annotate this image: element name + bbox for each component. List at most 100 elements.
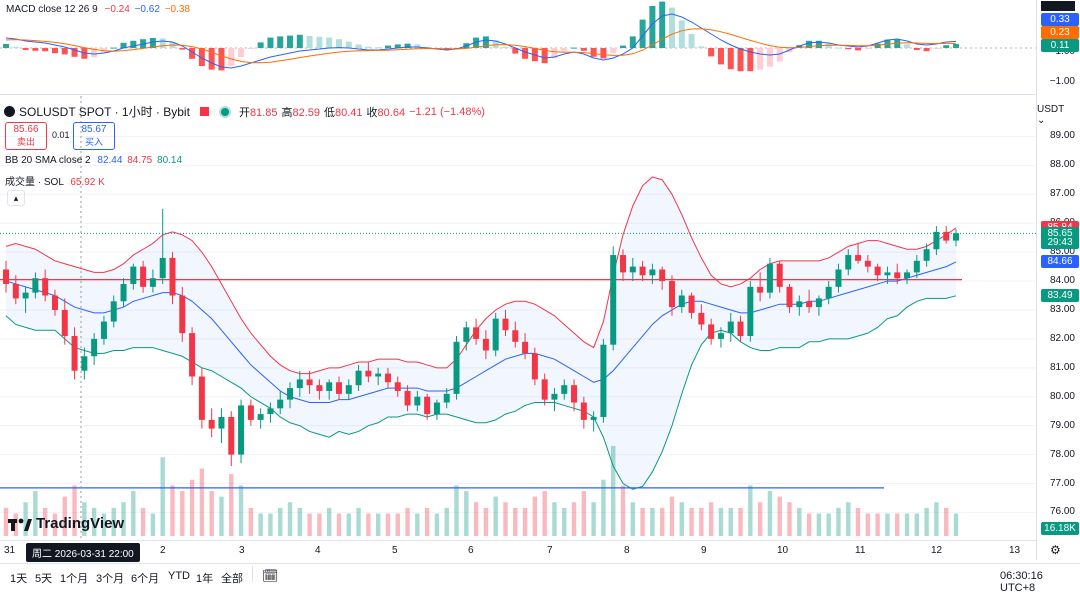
price-tick-label: 82.00 xyxy=(1049,332,1075,344)
volume-bar xyxy=(82,502,87,536)
volume-bar xyxy=(268,513,273,536)
macd-legend: MACD close 12 26 9 −0.24 −0.62 −0.38 xyxy=(6,4,190,15)
macd-histogram-bar xyxy=(953,44,959,48)
range-ytd[interactable]: YTD xyxy=(168,570,190,582)
macd-histogram-bar xyxy=(864,48,871,49)
macd-histogram-bar xyxy=(610,48,617,54)
candle-body xyxy=(492,318,499,351)
macd-histogram-bar xyxy=(512,48,519,54)
macd-histogram-bar xyxy=(61,48,68,55)
spread-value: 0.01 xyxy=(52,130,70,140)
macd-histogram-bar xyxy=(796,45,803,48)
range-5d[interactable]: 5天 xyxy=(35,573,53,585)
volume-bar xyxy=(287,502,293,536)
price-tick-label: 89.00 xyxy=(1049,130,1075,142)
candle-body xyxy=(561,385,568,394)
candle-body xyxy=(845,255,852,270)
macd-histogram-bar xyxy=(404,43,411,48)
macd-histogram-bar xyxy=(923,48,930,52)
candle-body xyxy=(208,419,215,429)
range-1y[interactable]: 1年 xyxy=(196,573,214,585)
volume-bar xyxy=(52,513,58,536)
macd-histogram-bar xyxy=(100,48,107,53)
macd-histogram-bar xyxy=(620,45,627,48)
macd-histogram-bar xyxy=(659,1,666,49)
macd-histogram-bar xyxy=(179,48,186,50)
volume-bar xyxy=(62,496,67,536)
range-6m[interactable]: 6个月 xyxy=(131,573,160,585)
volume-bar xyxy=(503,502,508,536)
macd-badge: 0.23 xyxy=(1041,26,1079,39)
time-label: 31 xyxy=(4,545,16,556)
macd-histogram-bar xyxy=(247,48,254,49)
range-1m[interactable]: 1个月 xyxy=(60,573,89,585)
price-badge: 29:43 xyxy=(1041,235,1079,249)
candle-body xyxy=(717,333,724,339)
close-value: 80.64 xyxy=(377,106,406,119)
candle-body xyxy=(238,405,245,455)
macd-histogram-bar xyxy=(727,48,734,70)
time-label: 12 xyxy=(931,545,943,556)
time-axis[interactable]: 周二 2026-03-31 22:00 2 3 4 5 6 7 8 9 10 11 12 13 31 xyxy=(0,540,1036,562)
macd-pane xyxy=(0,1,1036,72)
candle-body xyxy=(267,408,274,415)
candle-body xyxy=(737,321,744,337)
macd-histogram-bar xyxy=(365,46,372,48)
sell-button[interactable]: 85.66 卖出 xyxy=(5,122,47,150)
time-label: 2 xyxy=(160,545,166,556)
macd-histogram-bar xyxy=(580,48,587,51)
volume-bar xyxy=(258,513,263,536)
candle-body xyxy=(247,405,254,420)
macd-histogram-bar xyxy=(394,44,401,48)
volume-bar xyxy=(424,507,430,536)
volume-bar xyxy=(278,507,283,536)
macd-histogram-bar xyxy=(355,44,362,48)
candle-body xyxy=(198,376,205,420)
candle-body xyxy=(306,379,313,386)
price-axis[interactable]: 1.00 −1.00 0.330.230.11 USDT ⌄ 89.0088.0… xyxy=(1036,0,1080,560)
candle-body xyxy=(61,309,68,337)
close-label: 收 xyxy=(366,106,378,119)
eye-icon[interactable] xyxy=(218,105,231,118)
candle-body xyxy=(91,338,98,357)
symbol-title[interactable]: SOLUSDT SPOT · 1小时 · Bybit xyxy=(19,105,190,119)
candle-body xyxy=(786,286,793,308)
macd-histogram-bar xyxy=(473,37,480,48)
range-1d[interactable]: 1天 xyxy=(10,573,28,585)
candle-body xyxy=(864,260,871,267)
calendar-icon[interactable]: 🗓︎ xyxy=(262,568,279,583)
candle-body xyxy=(394,382,401,391)
candle-body xyxy=(894,272,901,279)
candle-body xyxy=(757,286,764,293)
gear-icon[interactable]: ⚙ xyxy=(1050,543,1061,557)
volume-bar xyxy=(552,502,557,536)
currency-selector[interactable]: USDT ⌄ xyxy=(1037,104,1075,126)
candle-body xyxy=(414,396,421,406)
open-value: 81.85 xyxy=(249,106,278,119)
macd-histogram-bar xyxy=(933,48,940,49)
volume-bar xyxy=(415,513,420,536)
volume-bar xyxy=(180,491,185,536)
macd-histogram-bar xyxy=(42,48,49,52)
volume-bar xyxy=(601,479,606,536)
range-all[interactable]: 全部 xyxy=(221,573,243,585)
volume-bar xyxy=(865,513,871,536)
bb-label: BB 20 SMA close 2 xyxy=(5,155,91,166)
flag-icon[interactable] xyxy=(199,107,209,116)
macd-line xyxy=(5,13,957,69)
range-3m[interactable]: 3个月 xyxy=(96,573,125,585)
price-tick-label: 84.00 xyxy=(1049,275,1075,287)
candle-body xyxy=(169,257,176,296)
macd-histogram-bar xyxy=(649,6,656,48)
macd-histogram-bar xyxy=(708,48,715,57)
candle-body xyxy=(81,356,88,371)
buy-button[interactable]: 85.67 买入 xyxy=(73,122,115,150)
volume-bar xyxy=(875,513,880,536)
volume-bar xyxy=(346,513,351,536)
chevron-up-icon[interactable]: ▴ xyxy=(7,190,25,206)
candle-body xyxy=(473,327,480,339)
macd-histogram-bar xyxy=(149,38,156,48)
volume-bar xyxy=(855,507,861,536)
candle-body xyxy=(913,260,920,273)
candle-body xyxy=(120,283,127,302)
